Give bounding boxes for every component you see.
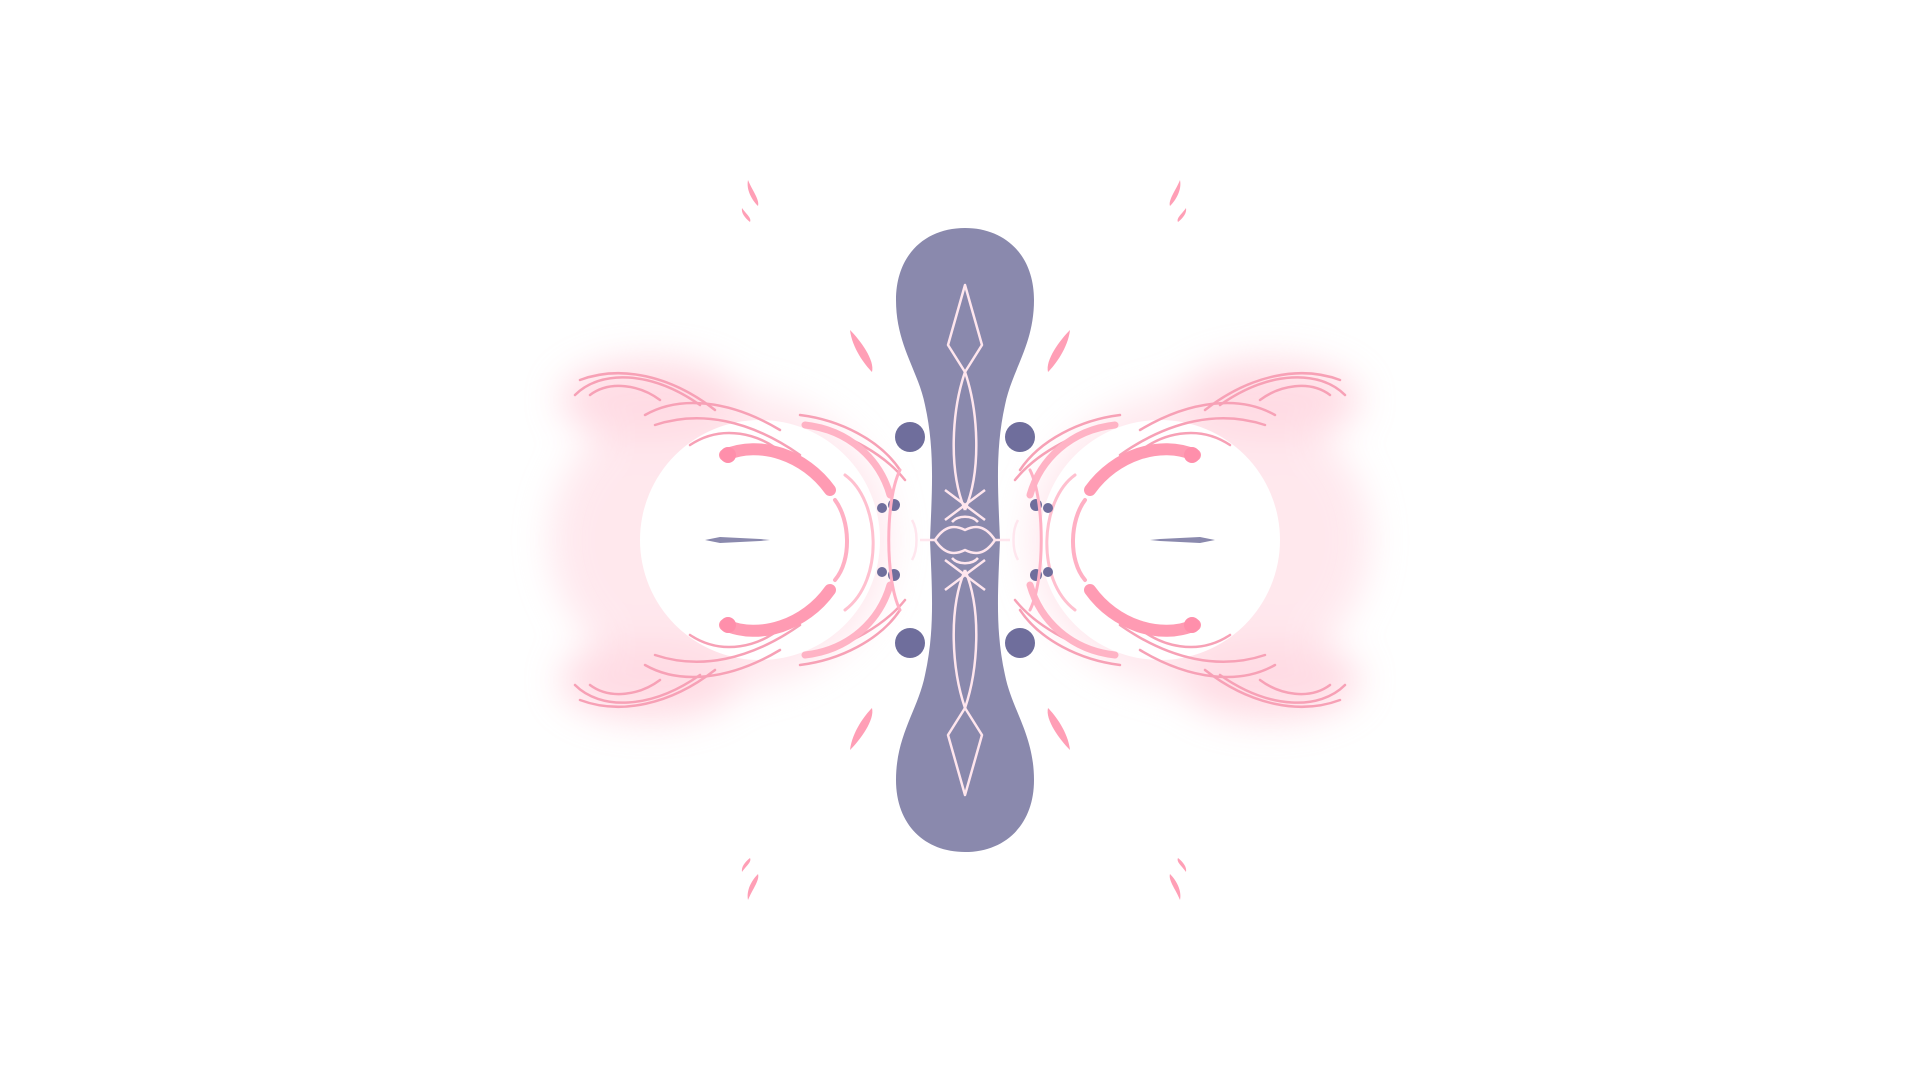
body-linework	[910, 283, 1020, 797]
central-body	[877, 228, 1053, 852]
disc-center-marks	[705, 537, 1215, 543]
body-pink-flourish	[887, 468, 1043, 612]
pink-petals	[741, 180, 1187, 900]
left-wing	[573, 372, 907, 708]
